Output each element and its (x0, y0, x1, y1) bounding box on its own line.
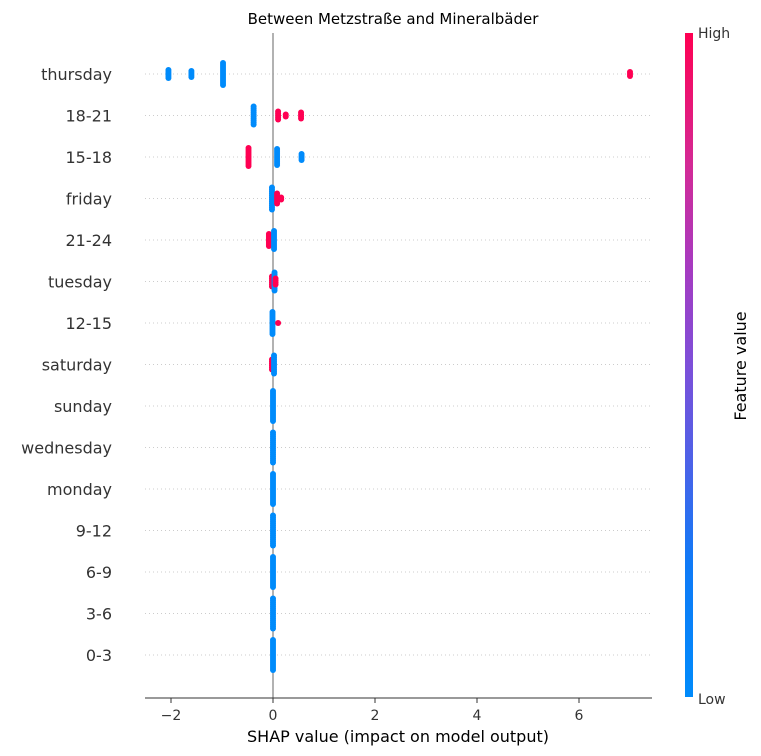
data-point (220, 82, 227, 88)
data-point (271, 370, 278, 377)
data-point (298, 115, 305, 122)
data-point (272, 281, 279, 288)
colorbar-high-label: High (698, 26, 730, 42)
data-point (245, 163, 252, 169)
x-axis-label: SHAP value (impact on model output) (247, 727, 549, 746)
x-tick-label: 2 (371, 708, 380, 724)
feature-label: 12-15 (66, 314, 113, 333)
data-point (278, 196, 285, 203)
feature-label: tuesday (48, 273, 112, 292)
data-point (270, 625, 276, 632)
colorbar-low-label: Low (698, 692, 726, 708)
feature-label: 3-6 (86, 605, 112, 624)
data-point (298, 157, 305, 163)
data-point (275, 116, 282, 123)
data-point (274, 162, 281, 168)
feature-label: 21-24 (66, 231, 113, 250)
colorbar-title: Feature value (731, 311, 750, 420)
feature-label: friday (66, 190, 112, 209)
feature-rows: thursday 18-21 15-18 friday 21-24 tuesday 12-1… (21, 33, 652, 698)
x-tick-label: 4 (473, 708, 482, 724)
data-point (275, 320, 282, 326)
feature-label: saturday (42, 356, 112, 375)
data-point (627, 73, 633, 79)
data-point (188, 74, 195, 80)
data-point (265, 243, 272, 249)
feature-label: 0-3 (86, 646, 112, 665)
data-point (165, 75, 172, 81)
feature-label: thursday (41, 65, 112, 84)
data-point (274, 200, 281, 207)
colorbar (685, 33, 693, 697)
data-point (270, 667, 276, 673)
x-tick-label: 6 (575, 708, 584, 724)
x-axis-ticks: −2 0 2 4 6 (161, 698, 584, 724)
chart-title: Between Metzstraße and Mineralbäder (248, 10, 540, 28)
data-point (270, 459, 276, 466)
x-tick-label: −2 (161, 708, 182, 724)
data-point (270, 542, 276, 549)
feature-label: 6-9 (86, 563, 112, 582)
data-point (269, 331, 276, 337)
data-point (282, 113, 289, 120)
feature-label: wednesday (21, 439, 112, 458)
data-points (165, 60, 633, 673)
data-point (270, 584, 276, 590)
data-point (271, 246, 278, 252)
x-tick-label: 0 (269, 708, 278, 724)
data-point (250, 121, 257, 128)
feature-label: sunday (54, 397, 112, 416)
data-point (271, 287, 278, 294)
data-point (270, 501, 276, 507)
feature-label: 15-18 (66, 148, 113, 167)
feature-label: monday (47, 480, 112, 499)
data-point (270, 418, 276, 424)
data-point (268, 206, 275, 213)
feature-label: 18-21 (66, 107, 113, 126)
feature-label: 9-12 (76, 522, 112, 541)
